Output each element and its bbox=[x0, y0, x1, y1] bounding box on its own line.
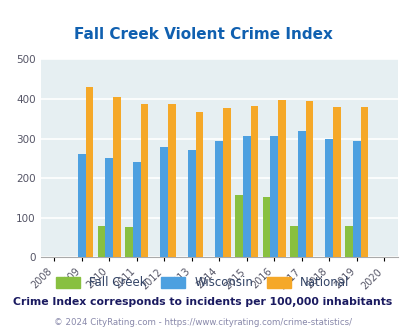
Bar bbox=[160, 147, 168, 257]
Bar bbox=[98, 226, 105, 257]
Bar bbox=[297, 131, 305, 257]
Text: Fall Creek Violent Crime Index: Fall Creek Violent Crime Index bbox=[73, 27, 332, 42]
Bar bbox=[344, 226, 352, 257]
Bar bbox=[262, 197, 270, 257]
Bar bbox=[85, 87, 93, 257]
Bar bbox=[290, 226, 297, 257]
Bar bbox=[168, 104, 175, 257]
Bar bbox=[270, 136, 277, 257]
Text: © 2024 CityRating.com - https://www.cityrating.com/crime-statistics/: © 2024 CityRating.com - https://www.city… bbox=[54, 318, 351, 327]
Bar bbox=[188, 150, 195, 257]
Bar bbox=[195, 112, 203, 257]
Bar bbox=[140, 104, 148, 257]
Bar bbox=[332, 107, 340, 257]
Bar bbox=[250, 106, 258, 257]
Bar bbox=[132, 162, 140, 257]
Bar bbox=[222, 108, 230, 257]
Bar bbox=[352, 141, 360, 257]
Bar bbox=[215, 141, 222, 257]
Bar bbox=[242, 136, 250, 257]
Bar bbox=[105, 158, 113, 257]
Bar bbox=[78, 154, 85, 257]
Bar bbox=[360, 107, 367, 257]
Legend: Fall Creek, Wisconsin, National: Fall Creek, Wisconsin, National bbox=[51, 272, 354, 294]
Bar bbox=[125, 226, 132, 257]
Bar bbox=[234, 195, 242, 257]
Bar bbox=[305, 101, 313, 257]
Bar bbox=[113, 97, 121, 257]
Bar bbox=[277, 100, 285, 257]
Bar bbox=[324, 139, 332, 257]
Text: Crime Index corresponds to incidents per 100,000 inhabitants: Crime Index corresponds to incidents per… bbox=[13, 297, 392, 307]
